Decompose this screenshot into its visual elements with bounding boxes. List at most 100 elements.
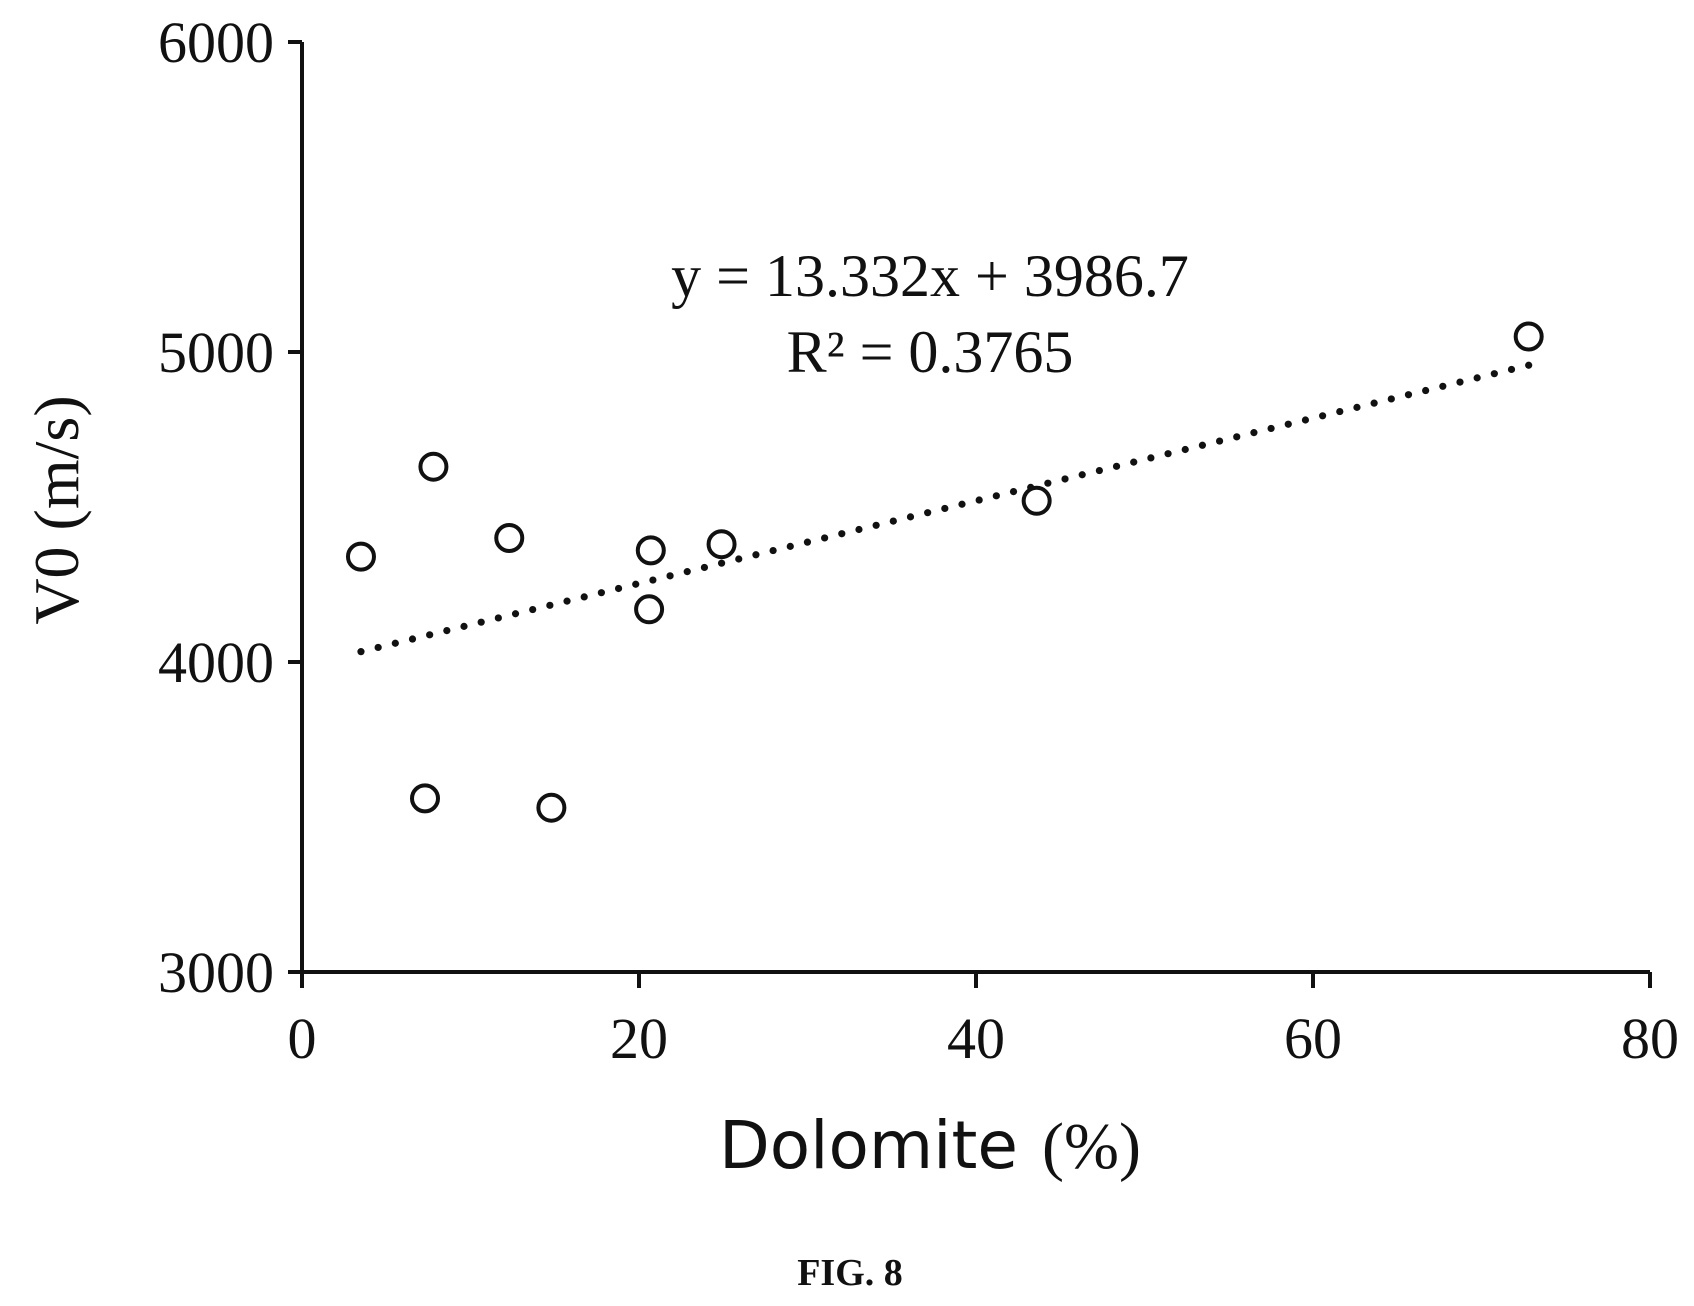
axes [300, 42, 1650, 974]
trendline-dot [700, 563, 709, 572]
x-tick-label: 60 [1284, 1006, 1342, 1071]
trendline-dot [1061, 475, 1069, 483]
trendline-dot [872, 521, 880, 529]
trendline-dot [649, 576, 657, 584]
data-point [345, 541, 376, 572]
trendline-dot [632, 580, 640, 588]
trendline-dot [941, 504, 949, 513]
trendline-dot [597, 589, 605, 597]
trendline-dot [1267, 424, 1275, 433]
trendline-dot [889, 517, 897, 525]
trendline-dot [1353, 403, 1361, 411]
trendline-dot [494, 614, 502, 622]
data-point [706, 529, 737, 560]
trendline-dot [958, 500, 966, 508]
y-tick-label: 6000 [158, 10, 274, 75]
trendline-dot [529, 605, 537, 614]
trendline-dot [614, 584, 623, 593]
trendline-equation: y = 13.332x + 3986.7 [671, 243, 1189, 309]
trendline-dot [374, 643, 382, 652]
x-tick-label: 40 [947, 1006, 1005, 1071]
y-tick-label: 5000 [158, 320, 274, 385]
trendline-dot [546, 601, 554, 609]
trendline-dot [1404, 391, 1413, 399]
data-point [410, 783, 441, 814]
data-point [1021, 485, 1052, 516]
trendline [357, 361, 1533, 656]
trendline-dot [924, 509, 932, 517]
trendline-dot [1525, 361, 1533, 369]
y-ticks: 3000 4000 5000 6000 [158, 10, 302, 1005]
x-axis-title: Dolomite (%) [719, 1107, 1141, 1184]
trendline-dot [1439, 382, 1447, 390]
trendline-dot [1422, 386, 1430, 395]
trendline-dot [735, 555, 743, 563]
trendline-dot [992, 492, 1000, 500]
trendline-dot [1198, 441, 1207, 449]
trendline-dot [1095, 466, 1103, 475]
trendline-dot [1181, 445, 1189, 454]
trendline-dot [821, 534, 829, 542]
data-point [634, 594, 665, 625]
x-ticks: 0 20 40 60 80 [288, 972, 1679, 1071]
trendline-dot [1387, 395, 1395, 403]
trendline-dot [666, 572, 674, 580]
trendline-dot [786, 542, 794, 550]
trendline-dot [1112, 462, 1121, 470]
trendline-dot [1319, 412, 1327, 420]
trendline-dot [1250, 429, 1258, 437]
trendline-dot [477, 618, 485, 626]
trendline-dot [511, 610, 520, 618]
x-axis-label: Dolomite [719, 1107, 1018, 1184]
data-points [345, 321, 1544, 823]
trendline-dot [1078, 471, 1086, 479]
data-point [536, 792, 567, 823]
y-tick-label: 4000 [158, 630, 274, 695]
trendline-dot [1507, 365, 1516, 374]
trendline-dot [1009, 488, 1018, 496]
trendline-dot [906, 513, 915, 521]
y-tick-label: 3000 [158, 940, 274, 1005]
data-point [635, 535, 666, 566]
trendline-dot [1284, 420, 1292, 428]
trendline-dot [975, 496, 983, 504]
trendline-dot [1370, 399, 1378, 407]
trendline-dot [1130, 458, 1138, 466]
trendline-dot [1164, 450, 1172, 458]
trendline-dot [769, 546, 777, 555]
x-tick-label: 0 [288, 1006, 317, 1071]
trendline-dot [1456, 378, 1464, 386]
x-tick-label: 20 [610, 1006, 668, 1071]
trendline-dot [426, 631, 434, 639]
trendline-dot [408, 635, 417, 643]
x-tick-label: 80 [1621, 1006, 1679, 1071]
trendline-dot [1336, 407, 1344, 416]
trendline-dot [1301, 416, 1310, 424]
data-point [494, 523, 525, 553]
trendline-dot [580, 593, 588, 601]
data-point [1513, 321, 1544, 352]
y-axis-label: V0 (m/s) [21, 395, 92, 624]
trendline-dot [803, 538, 812, 546]
trendline-dot [838, 530, 846, 538]
trendline-dot [443, 626, 451, 635]
trendline-dot [357, 648, 365, 656]
x-axis-unit: (%) [1042, 1110, 1141, 1183]
trendline-dot [1473, 374, 1481, 382]
trendline-dot [717, 559, 726, 567]
trendline-dot [683, 568, 691, 576]
trendline-dot [752, 551, 760, 559]
trendline-dot [1490, 370, 1498, 378]
trendline-dot [1215, 437, 1224, 445]
trendline-dot [1044, 479, 1052, 487]
trendline-dot [460, 622, 468, 630]
trendline-dot [855, 525, 863, 534]
r-squared-label: R² = 0.3765 [787, 319, 1074, 385]
trendline-dot [391, 639, 399, 647]
data-point [418, 451, 449, 482]
trendline-dot [1233, 433, 1241, 441]
trendline-dot [563, 597, 571, 605]
trendline-dot [1147, 454, 1155, 462]
figure-caption: FIG. 8 [797, 1252, 903, 1294]
